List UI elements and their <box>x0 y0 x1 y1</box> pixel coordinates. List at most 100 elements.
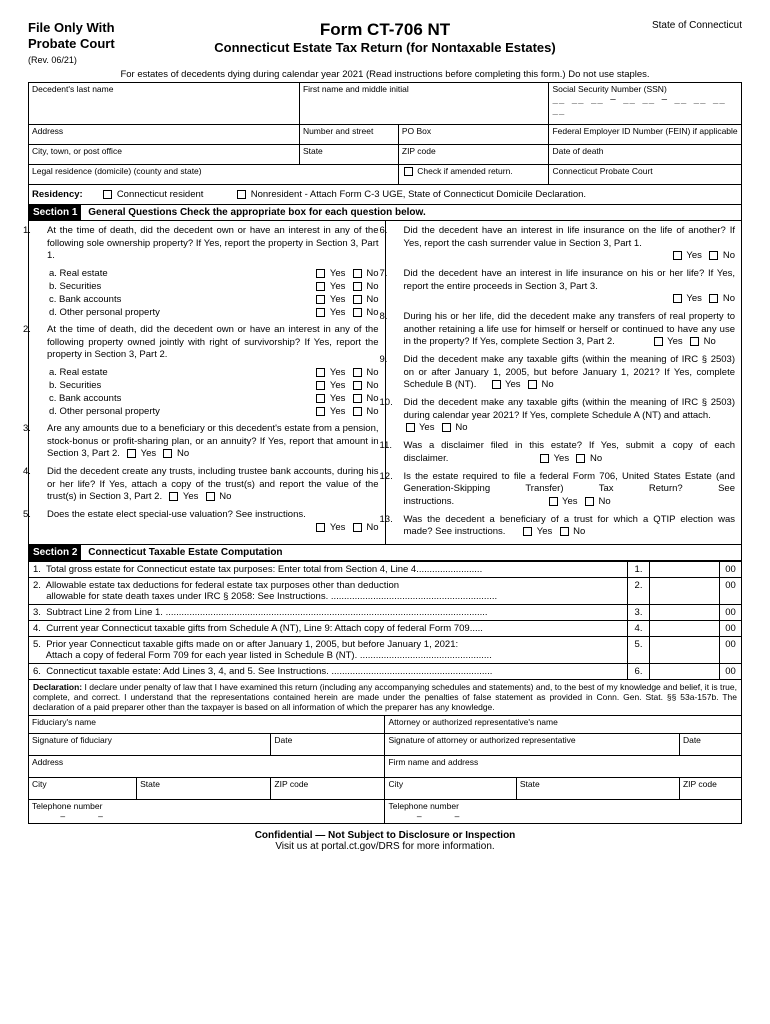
sig-attorney-label: Signature of attorney or authorized repr… <box>388 735 575 745</box>
q2b-yes[interactable] <box>316 381 325 390</box>
ssn-placeholder[interactable]: __ __ __ – __ __ – __ __ __ __ <box>552 95 725 116</box>
file-only-line2: Probate Court <box>28 36 115 51</box>
att-state-label: State <box>520 779 540 789</box>
q1b-yes[interactable] <box>316 282 325 291</box>
sig-fid-date-label: Date <box>274 735 292 745</box>
att-tel-dashes[interactable]: – – <box>388 811 459 821</box>
q13: 13.Was the decedent a beneficiary of a t… <box>392 514 736 539</box>
att-tel-label: Telephone number <box>388 801 458 811</box>
q12-no[interactable] <box>585 497 594 506</box>
q1a-yes[interactable] <box>316 269 325 278</box>
s2-row-1: 1. Total gross estate for Connecticut es… <box>29 562 742 578</box>
s2-amt-4[interactable] <box>650 621 720 637</box>
legal-residence-label: Legal residence (domicile) (county and s… <box>32 166 202 176</box>
q1d-yes[interactable] <box>316 308 325 317</box>
q2d-no[interactable] <box>353 407 362 416</box>
s2-amt-2[interactable] <box>650 578 720 605</box>
section2-desc: Connecticut Taxable Estate Computation <box>84 547 282 558</box>
s2-row-6: 6. Connecticut taxable estate: Add Lines… <box>29 664 742 680</box>
q4: 4.Did the decedent create any trusts, in… <box>35 466 379 503</box>
amended-checkbox[interactable] <box>404 167 413 176</box>
att-zip-label: ZIP code <box>683 779 717 789</box>
fid-tel-dashes[interactable]: – – <box>32 811 103 821</box>
q11-no[interactable] <box>576 454 585 463</box>
q2d-row: d. Other personal property Yes No <box>35 406 379 417</box>
q7-yes[interactable] <box>673 294 682 303</box>
q1a-no[interactable] <box>353 269 362 278</box>
s2-row-2: 2. Allowable estate tax deductions for f… <box>29 578 742 605</box>
q10-yes[interactable] <box>406 423 415 432</box>
declaration-label: Declaration: <box>33 682 82 692</box>
q13-yes[interactable] <box>523 527 532 536</box>
file-only-label: File Only With Probate Court <box>28 20 115 51</box>
q12: 12.Is the estate required to file a fede… <box>392 471 736 508</box>
section1-header: Section 1 General Questions Check the ap… <box>28 205 742 221</box>
q2a-yes[interactable] <box>316 368 325 377</box>
amended-label: Check if amended return. <box>417 166 512 176</box>
fiduciary-name-label: Fiduciary's name <box>32 717 96 727</box>
section1-body: 1.At the time of death, did the decedent… <box>28 221 742 545</box>
q1c-yes[interactable] <box>316 295 325 304</box>
resident-checkbox[interactable] <box>103 190 112 199</box>
address-label: Address <box>32 126 63 136</box>
section2-bar: Section 2 <box>29 545 81 560</box>
q2c-yes[interactable] <box>316 394 325 403</box>
form-title: Form CT-706 NT <box>28 20 742 40</box>
pobox-label: PO Box <box>402 126 431 136</box>
q4-yes[interactable] <box>169 492 178 501</box>
q2b-no[interactable] <box>353 381 362 390</box>
q12-yes[interactable] <box>549 497 558 506</box>
s2-row-3: 3. Subtract Line 2 from Line 1. ........… <box>29 605 742 621</box>
q1c-row: c. Bank accounts Yes No <box>35 294 379 305</box>
s2-amt-3[interactable] <box>650 605 720 621</box>
declaration-text: I declare under penalty of law that I ha… <box>33 682 737 712</box>
q3-yes[interactable] <box>127 449 136 458</box>
q1d-no[interactable] <box>353 308 362 317</box>
nonresident-label: Nonresident - Attach Form C-3 UGE, State… <box>251 189 586 200</box>
q8: 8.During his or her life, did the decede… <box>392 311 736 348</box>
q6-no[interactable] <box>709 251 718 260</box>
q8-yes[interactable] <box>654 337 663 346</box>
q2d-yes[interactable] <box>316 407 325 416</box>
nonresident-checkbox[interactable] <box>237 190 246 199</box>
q7-no[interactable] <box>709 294 718 303</box>
q11-yes[interactable] <box>540 454 549 463</box>
probate-court-label: Connecticut Probate Court <box>552 166 652 176</box>
q2c-row: c. Bank accounts Yes No <box>35 393 379 404</box>
q1: 1.At the time of death, did the decedent… <box>35 225 379 262</box>
q6: 6.Did the decedent have an interest in l… <box>392 225 736 262</box>
declaration-block: Declaration: I declare under penalty of … <box>28 680 742 716</box>
s2-amt-6[interactable] <box>650 664 720 680</box>
q5-no[interactable] <box>353 523 362 532</box>
q5-yes[interactable] <box>316 523 325 532</box>
signature-grid: Fiduciary's name Attorney or authorized … <box>28 716 742 824</box>
q2c-no[interactable] <box>353 394 362 403</box>
q6-yes[interactable] <box>673 251 682 260</box>
q2a-no[interactable] <box>353 368 362 377</box>
residency-row: Residency: Connecticut resident Nonresid… <box>28 185 742 205</box>
q3-no[interactable] <box>163 449 172 458</box>
q4-no[interactable] <box>206 492 215 501</box>
s2-amt-1[interactable] <box>650 562 720 578</box>
q9-no[interactable] <box>528 380 537 389</box>
q10-no[interactable] <box>442 423 451 432</box>
q9: 9.Did the decedent make any taxable gift… <box>392 354 736 391</box>
zip-label: ZIP code <box>402 146 436 156</box>
q1c-no[interactable] <box>353 295 362 304</box>
resident-label: Connecticut resident <box>117 189 204 200</box>
firstname-label: First name and middle initial <box>303 84 409 94</box>
section2-header: Section 2 Connecticut Taxable Estate Com… <box>28 545 742 561</box>
q8-no[interactable] <box>690 337 699 346</box>
q3: 3.Are any amounts due to a beneficiary o… <box>35 423 379 460</box>
section1-desc: General Questions Check the appropriate … <box>84 207 425 218</box>
s2-amt-5[interactable] <box>650 637 720 664</box>
att-city-label: City <box>388 779 403 789</box>
q9-yes[interactable] <box>492 380 501 389</box>
q13-no[interactable] <box>560 527 569 536</box>
q2b-row: b. Securities Yes No <box>35 380 379 391</box>
fid-state-label: State <box>140 779 160 789</box>
q1b-no[interactable] <box>353 282 362 291</box>
dod-label: Date of death <box>552 146 603 156</box>
fid-tel-label: Telephone number <box>32 801 102 811</box>
state-field-label: State <box>303 146 323 156</box>
